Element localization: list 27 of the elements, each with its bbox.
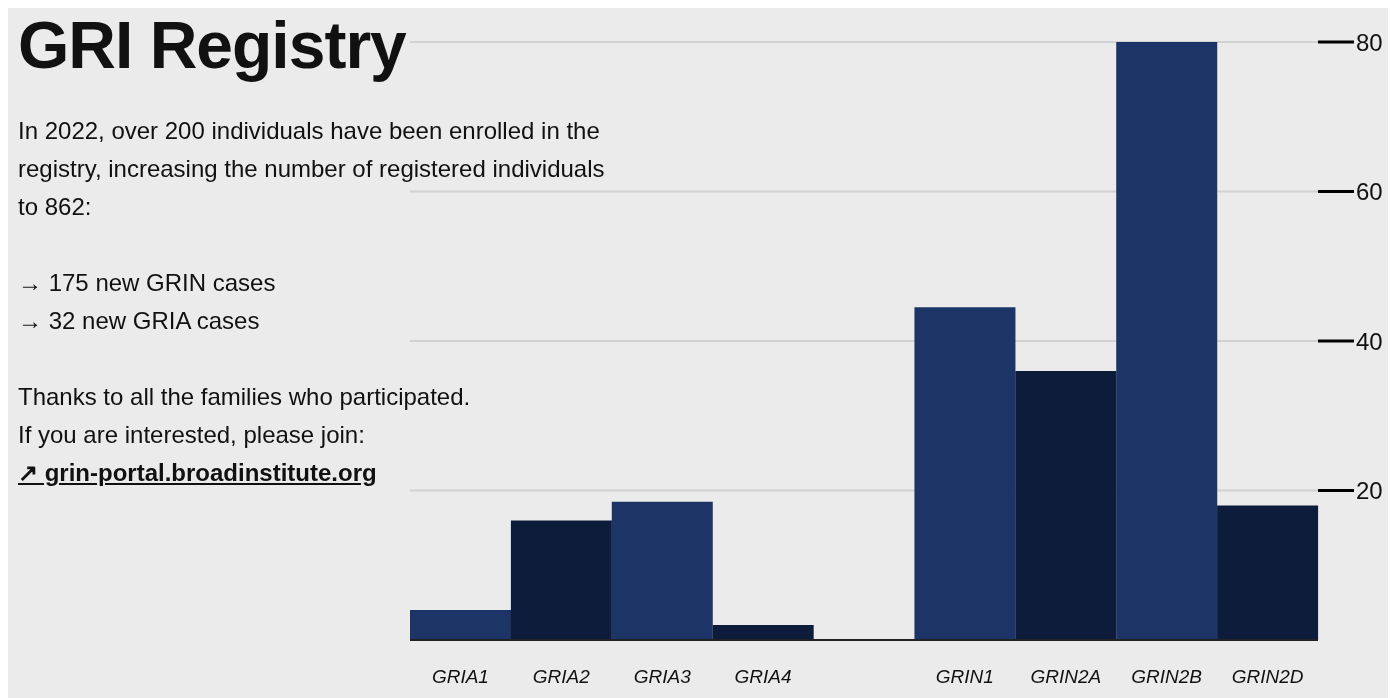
bar bbox=[510, 520, 612, 640]
x-tick-label: GRIN2A bbox=[1030, 666, 1102, 688]
x-tick-label: GRIN2B bbox=[1131, 666, 1203, 688]
annotation: Thanks to all the families who participated. bbox=[18, 383, 479, 410]
text: → 32 new GRIA cases bbox=[18, 307, 268, 334]
x-tick-label: GRIA3 bbox=[633, 666, 692, 688]
y-tick-label: 60 bbox=[1356, 178, 1383, 206]
bar bbox=[1015, 370, 1117, 640]
bar bbox=[712, 625, 814, 640]
y-tick-label: 20 bbox=[1356, 477, 1383, 505]
bar bbox=[914, 307, 1016, 640]
x-tick-label: GRIA1 bbox=[431, 666, 489, 688]
bar bbox=[611, 501, 713, 640]
bar bbox=[410, 610, 511, 640]
x-tick-label: GRIN2D bbox=[1231, 666, 1304, 688]
annotation: In 2022, over 200 individuals have been enrolled in the registry, increasing the number of registered individuals to 862: bbox=[18, 117, 613, 220]
text: → 175 new GRIN cases bbox=[18, 269, 284, 296]
y-tick-label: 40 bbox=[1356, 327, 1383, 355]
x-tick-label: GRIA4 bbox=[734, 666, 792, 688]
x-tick-label: GRIN1 bbox=[935, 666, 994, 688]
bar bbox=[1116, 42, 1218, 640]
x-tick-label: GRIA2 bbox=[532, 666, 591, 688]
text: ↗ grin-portal.broadinstitute.org bbox=[18, 459, 385, 486]
text: If you are interested, please join: bbox=[18, 421, 373, 448]
bar bbox=[1217, 505, 1319, 640]
chart-title: GRI Registry bbox=[18, 8, 408, 82]
y-tick-label: 80 bbox=[1356, 28, 1383, 56]
